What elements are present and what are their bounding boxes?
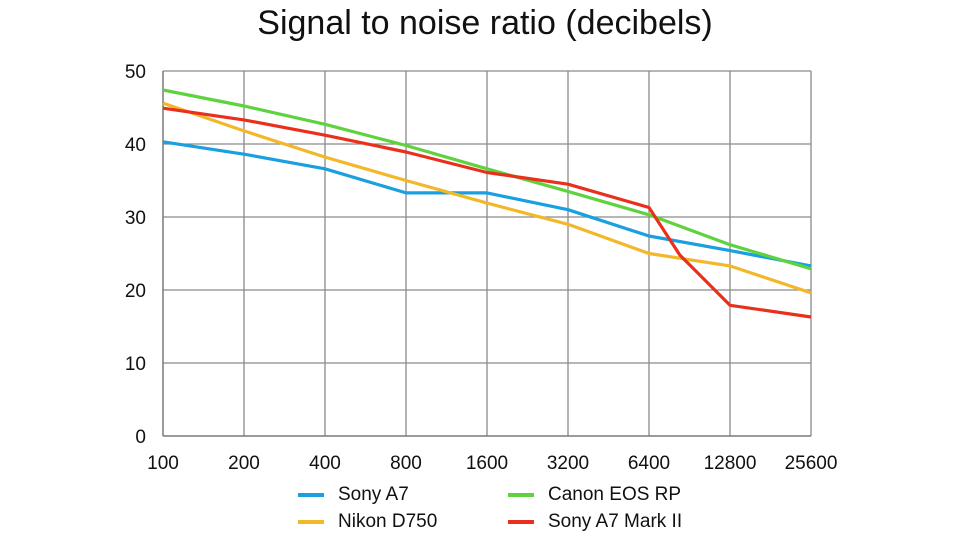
series-line-sony-a7: [162, 140, 812, 268]
legend-label: Nikon D750: [338, 511, 438, 532]
legend-item-sony-a7-mark-ii: Sony A7 Mark II: [508, 511, 682, 533]
y-tick-label: 50: [125, 62, 146, 83]
legend-item-canon-eos-rp: Canon EOS RP: [508, 484, 681, 506]
y-tick-label: 40: [125, 135, 146, 156]
legend-swatch: [298, 520, 324, 524]
legend-label: Sony A7: [338, 484, 409, 505]
series-lines: [162, 88, 812, 319]
x-tick-label: 3200: [547, 453, 589, 474]
legend-label: Sony A7 Mark II: [548, 511, 683, 532]
legend-swatch: [508, 493, 534, 497]
x-tick-label: 800: [390, 453, 422, 474]
y-tick-label: 0: [135, 427, 146, 448]
x-tick-label: 100: [147, 453, 179, 474]
axes: [162, 71, 811, 437]
chart-title: Signal to noise ratio (decibels): [257, 4, 713, 42]
y-tick-label: 20: [125, 281, 146, 302]
legend-item-nikon-d750: Nikon D750: [298, 511, 437, 533]
x-tick-label: 6400: [628, 453, 670, 474]
legend-item-sony-a7: Sony A7: [298, 484, 409, 506]
x-tick-label: 200: [228, 453, 260, 474]
legend-label: Canon EOS RP: [548, 484, 682, 505]
series-line-canon-eos-rp: [162, 88, 812, 271]
x-tick-label: 400: [309, 453, 341, 474]
series-line-nikon-d750: [162, 101, 812, 295]
legend-swatch: [508, 520, 534, 524]
x-tick-label: 12800: [704, 453, 757, 474]
series-line-sony-a7-mark-ii: [162, 106, 812, 319]
legend-swatch: [298, 493, 324, 497]
grid: [163, 70, 812, 436]
x-tick-label: 25600: [785, 453, 838, 474]
x-tick-label: 1600: [466, 453, 508, 474]
y-tick-label: 30: [125, 208, 146, 229]
y-tick-label: 10: [125, 354, 146, 375]
tick-labels: 0 10 20 30 40 50 100 200 400 800 1600 3200 6400 12800…: [125, 62, 838, 474]
